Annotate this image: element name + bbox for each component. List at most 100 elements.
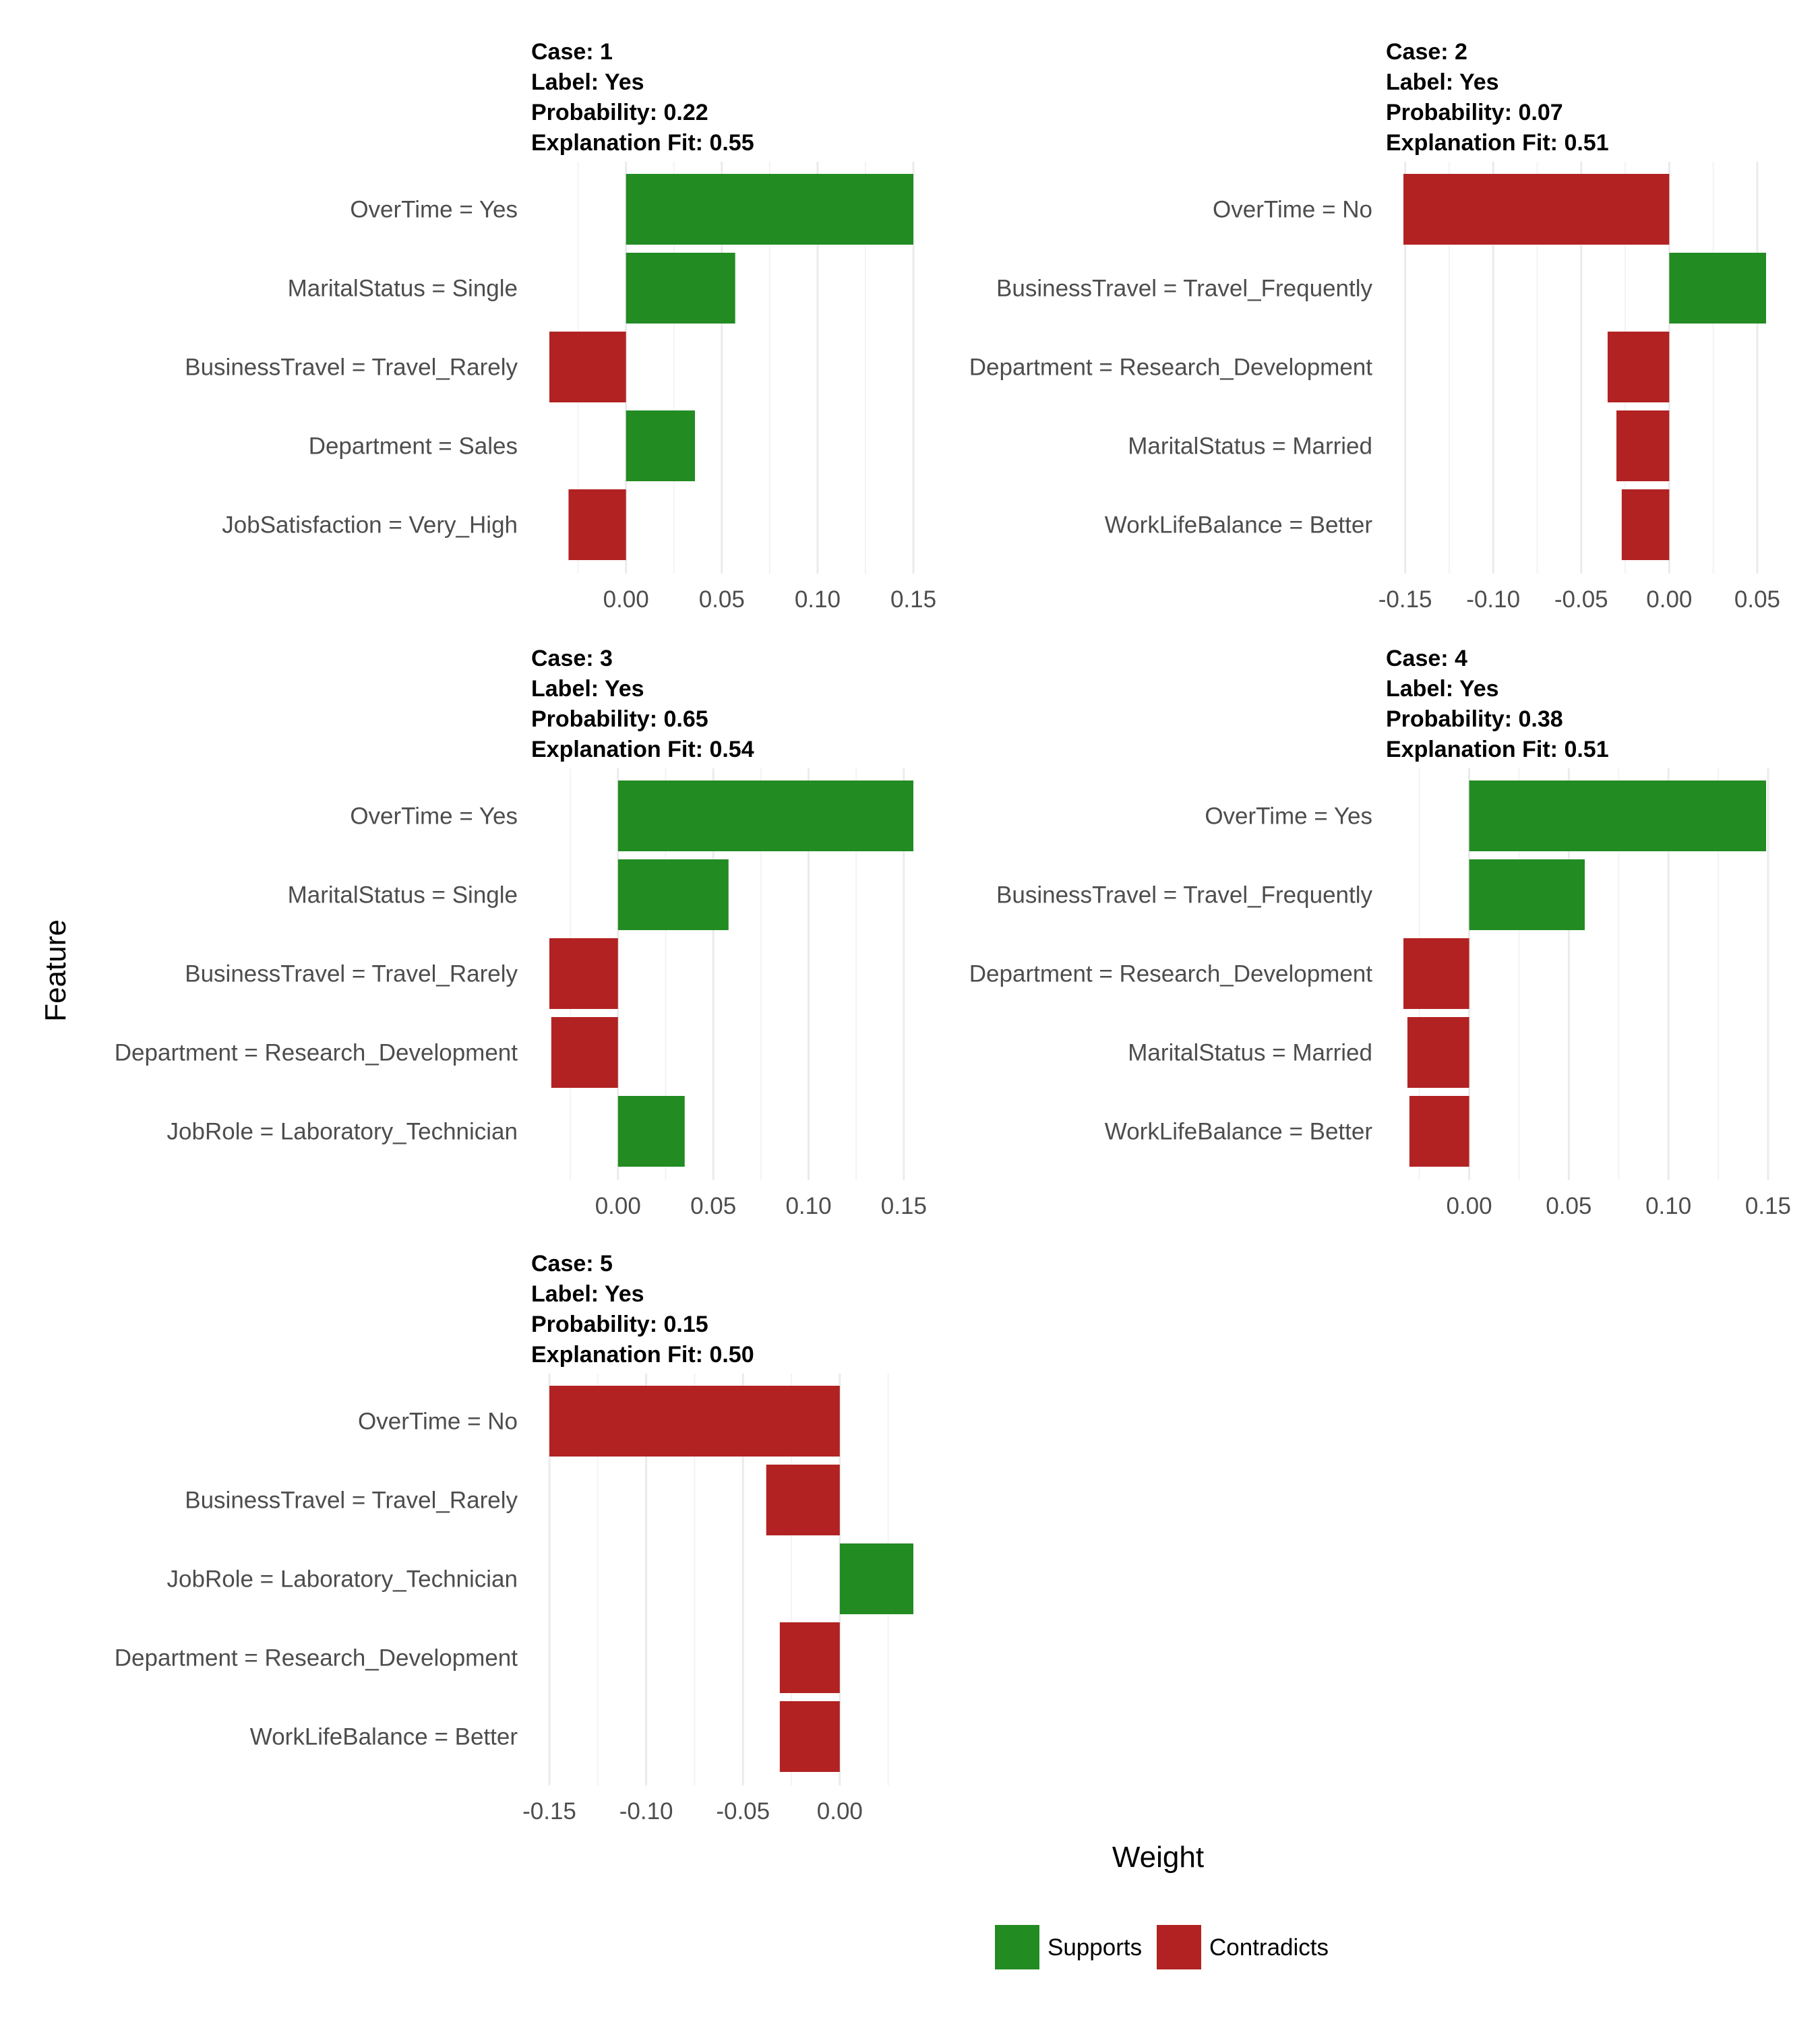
bar-case-4-feature-2 [1469,859,1585,930]
bar-case-4-feature-3 [1403,938,1469,1009]
panel-3-title-line-1: Case: 3 [531,646,613,671]
feature-label-case-1-2: MaritalStatus = Single [288,276,518,302]
bar-case-3-feature-5 [617,1096,685,1167]
panel-case-4: Case: 4 Label: Yes Probability: 0.38 Explan… [969,646,1791,1219]
feature-label-case-5-2: BusinessTravel = Travel_Rarely [185,1488,518,1514]
x-axis-title: Weight [1112,1841,1204,1874]
x-tick-label-case-1-1: 0.00 [603,586,649,613]
x-tick-label-case-2-3: -0.05 [1554,586,1608,613]
panel-3-title-line-4: Explanation Fit: 0.54 [531,737,754,762]
legend-swatch-contradicts [1157,1925,1201,1969]
panel-2-title-line-4: Explanation Fit: 0.51 [1386,130,1609,156]
x-tick-label-case-1-2: 0.05 [699,586,745,613]
x-tick-label-case-2-2: -0.10 [1466,586,1520,613]
x-tick-label-case-3-2: 0.05 [690,1193,736,1219]
feature-label-case-5-5: WorkLifeBalance = Better [250,1724,518,1750]
panel-5-title-line-2: Label: Yes [531,1281,644,1307]
x-tick-label-case-2-1: -0.15 [1378,586,1432,613]
feature-label-case-2-1: OverTime = No [1213,197,1372,223]
bar-case-2-feature-2 [1669,253,1766,324]
feature-label-case-5-1: OverTime = No [358,1409,518,1435]
feature-label-case-5-4: Department = Research_Development [115,1645,518,1672]
panel-1-title-line-4: Explanation Fit: 0.55 [531,130,754,156]
feature-label-case-4-3: Department = Research_Development [969,961,1373,987]
feature-label-case-4-2: BusinessTravel = Travel_Frequently [996,882,1372,909]
bar-case-3-feature-3 [549,938,618,1009]
x-tick-label-case-2-5: 0.05 [1734,586,1780,613]
bar-case-5-feature-5 [779,1701,840,1772]
x-tick-label-case-2-4: 0.00 [1646,586,1692,613]
panel-2-title-line-1: Case: 2 [1386,39,1467,65]
bar-case-1-feature-5 [568,489,626,560]
feature-label-case-3-4: Department = Research_Development [115,1040,518,1066]
bar-case-5-feature-4 [779,1622,840,1693]
feature-label-case-4-4: MaritalStatus = Married [1128,1040,1372,1066]
bar-case-3-feature-1 [617,780,913,851]
x-tick-label-case-3-1: 0.00 [595,1193,641,1219]
x-tick-label-case-5-3: -0.05 [716,1798,770,1825]
panel-2-title-line-2: Label: Yes [1386,69,1499,95]
feature-label-case-3-5: JobRole = Laboratory_Technician [167,1119,518,1145]
panel-5-title-line-1: Case: 5 [531,1251,613,1277]
panel-4-title-line-1: Case: 4 [1386,646,1467,671]
panel-4-title-line-4: Explanation Fit: 0.51 [1386,737,1609,762]
x-tick-label-case-4-2: 0.05 [1546,1193,1591,1219]
facet-panels: Case: 1 Label: Yes Probability: 0.22 Explan… [115,39,1791,1825]
x-tick-label-case-3-4: 0.15 [881,1193,927,1219]
feature-label-case-3-3: BusinessTravel = Travel_Rarely [185,961,518,987]
feature-label-case-2-2: BusinessTravel = Travel_Frequently [996,276,1372,302]
bar-case-1-feature-4 [626,410,695,481]
x-tick-label-case-5-1: -0.15 [522,1798,576,1825]
panel-1-title-line-3: Probability: 0.22 [531,100,708,125]
legend-label-contradicts: Contradicts [1209,1934,1329,1961]
legend-label-supports: Supports [1048,1934,1142,1961]
panel-case-5: Case: 5 Label: Yes Probability: 0.15 Explan… [115,1251,913,1825]
panel-2-title-line-3: Probability: 0.07 [1386,100,1563,125]
x-tick-label-case-4-1: 0.00 [1446,1193,1492,1219]
x-tick-label-case-4-3: 0.10 [1645,1193,1691,1219]
bar-case-5-feature-1 [549,1386,840,1457]
bar-case-1-feature-2 [626,253,735,324]
x-tick-label-case-3-3: 0.10 [785,1193,831,1219]
feature-label-case-4-5: WorkLifeBalance = Better [1105,1119,1373,1145]
legend-swatch-supports [995,1925,1039,1969]
x-tick-label-case-1-3: 0.10 [795,586,841,613]
feature-label-case-1-5: JobSatisfaction = Very_High [222,512,518,539]
feature-label-case-4-1: OverTime = Yes [1205,803,1372,830]
panel-1-title-line-1: Case: 1 [531,39,613,65]
y-axis-title: Feature [39,919,72,1022]
feature-label-case-2-5: WorkLifeBalance = Better [1105,512,1373,539]
x-tick-label-case-4-4: 0.15 [1745,1193,1791,1219]
panel-4-title-line-2: Label: Yes [1386,676,1499,702]
x-tick-label-case-5-4: 0.00 [817,1798,863,1825]
bar-case-5-feature-2 [766,1465,840,1535]
bar-case-2-feature-4 [1616,410,1670,481]
panel-3-title-line-3: Probability: 0.65 [531,706,708,732]
panel-1-title-line-2: Label: Yes [531,69,644,95]
feature-label-case-5-3: JobRole = Laboratory_Technician [167,1566,518,1593]
panel-5-title-line-4: Explanation Fit: 0.50 [531,1342,754,1368]
panel-3-title-line-2: Label: Yes [531,676,644,702]
bar-case-2-feature-1 [1403,174,1670,245]
bar-case-4-feature-4 [1407,1017,1469,1088]
feature-label-case-1-1: OverTime = Yes [350,197,518,223]
bar-case-2-feature-5 [1621,489,1670,560]
panel-4-title-line-3: Probability: 0.38 [1386,706,1563,732]
feature-label-case-2-3: Department = Research_Development [969,355,1373,381]
bar-case-5-feature-3 [839,1543,913,1614]
panel-case-2: Case: 2 Label: Yes Probability: 0.07 Explan… [969,39,1780,613]
bar-case-3-feature-2 [617,859,729,930]
panel-5-title-line-3: Probability: 0.15 [531,1312,708,1337]
bar-case-1-feature-1 [626,174,913,245]
x-tick-label-case-5-2: -0.10 [619,1798,673,1825]
feature-label-case-3-1: OverTime = Yes [350,803,518,830]
bar-case-4-feature-1 [1469,780,1766,851]
legend: Supports Contradicts [995,1925,1329,1969]
bar-case-1-feature-3 [549,332,626,402]
feature-label-case-3-2: MaritalStatus = Single [288,882,518,909]
x-tick-label-case-1-4: 0.15 [890,586,936,613]
bar-case-4-feature-5 [1409,1096,1469,1167]
bar-case-2-feature-3 [1607,332,1670,402]
